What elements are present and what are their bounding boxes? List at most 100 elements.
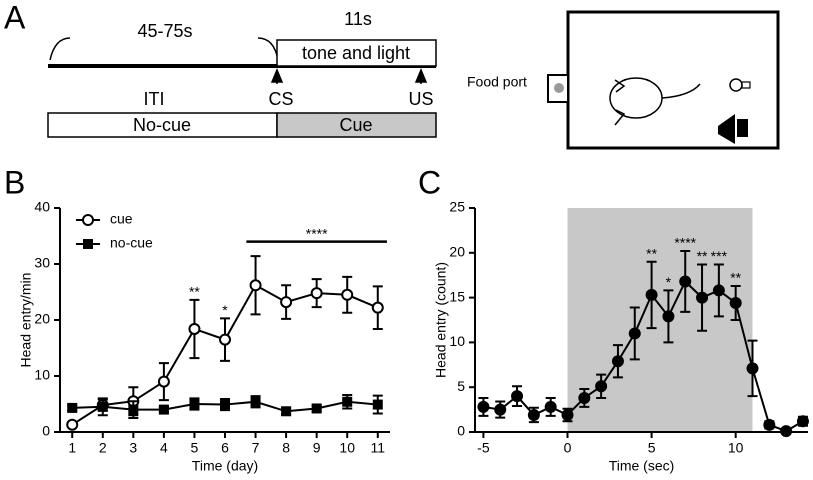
y-tick-label: 10 xyxy=(34,367,50,383)
y-tick-label: 0 xyxy=(42,423,50,439)
marker xyxy=(128,404,139,415)
cue-box xyxy=(276,39,437,67)
cue-period-box xyxy=(276,112,437,138)
marker xyxy=(372,399,383,410)
marker xyxy=(219,333,231,346)
marker xyxy=(780,425,793,438)
marker xyxy=(527,408,540,421)
y-tick-label: 0 xyxy=(457,423,465,439)
iti-label: ITI xyxy=(144,89,165,109)
x-tick-label: 5 xyxy=(191,440,199,456)
port-dot xyxy=(554,83,564,93)
cs-label: CS xyxy=(268,89,293,109)
legend-label: cue xyxy=(110,211,133,227)
marker xyxy=(249,279,262,292)
significance: ** xyxy=(730,270,741,286)
marker xyxy=(188,322,201,335)
marker xyxy=(371,301,384,314)
marker xyxy=(67,402,78,413)
cue-stimulus: tone and light xyxy=(302,43,410,63)
marker xyxy=(158,404,169,415)
significance: ** xyxy=(697,248,708,264)
x-tick-label: 8 xyxy=(282,440,290,456)
x-tick-label: 9 xyxy=(313,440,321,456)
marker xyxy=(494,403,507,416)
marker xyxy=(662,310,675,323)
marker xyxy=(250,396,261,407)
panel-label: C xyxy=(418,164,441,200)
y-tick-label: 20 xyxy=(34,311,50,327)
marker xyxy=(544,400,557,413)
mouse xyxy=(609,77,663,119)
cue-shade xyxy=(567,208,753,432)
y-tick-label: 30 xyxy=(34,255,50,271)
y-tick-label: 5 xyxy=(457,378,465,394)
marker xyxy=(82,214,94,226)
marker xyxy=(311,403,322,414)
iti-duration: 45-75s xyxy=(137,21,192,41)
mouse-details xyxy=(614,79,701,126)
no-cue-label: No-cue xyxy=(133,115,191,135)
marker xyxy=(310,287,323,300)
significance: * xyxy=(222,302,228,318)
marker xyxy=(746,362,759,375)
x-tick-label: 1 xyxy=(68,440,76,456)
panel-label: B xyxy=(4,164,25,200)
marker xyxy=(157,375,170,388)
marker xyxy=(645,288,658,301)
marker xyxy=(679,275,692,288)
y-tick-label: 40 xyxy=(34,199,50,215)
marker xyxy=(729,296,742,309)
x-tick-label: 11 xyxy=(371,440,386,456)
y-tick-label: 20 xyxy=(449,244,465,260)
x-tick-label: 7 xyxy=(252,440,260,456)
y-tick-label: 10 xyxy=(449,333,465,349)
legend-label: no-cue xyxy=(110,235,153,251)
food-port-label: Food port xyxy=(467,74,527,90)
panel-a: A 45-75s 11s tone and light ITI CS US No… xyxy=(4,0,780,150)
marker xyxy=(342,396,353,407)
significance: **** xyxy=(674,235,696,251)
marker xyxy=(696,291,709,304)
light-base xyxy=(741,81,751,89)
light xyxy=(729,78,743,92)
x-tick-label: 10 xyxy=(728,440,744,456)
x-tick-label: 10 xyxy=(339,440,355,456)
cue-duration: 11s xyxy=(344,9,372,29)
arrows xyxy=(270,68,428,84)
marker xyxy=(477,400,490,413)
y-axis-label: Head entry (count) xyxy=(433,262,449,378)
marker xyxy=(280,296,293,309)
marker xyxy=(511,390,524,403)
marker xyxy=(561,408,574,421)
marker xyxy=(712,284,725,297)
cue-label: Cue xyxy=(339,115,372,135)
x-tick-label: 4 xyxy=(160,440,168,456)
x-tick-label: 5 xyxy=(648,440,656,456)
marker xyxy=(595,380,608,393)
y-tick-label: 15 xyxy=(449,288,465,304)
marker xyxy=(341,288,354,301)
x-tick-label: 2 xyxy=(99,440,107,456)
marker xyxy=(578,391,591,404)
no-cue-box xyxy=(47,112,278,138)
marker xyxy=(281,406,292,417)
marker xyxy=(628,327,641,340)
significance: **** xyxy=(306,225,328,241)
significance: ** xyxy=(646,245,657,261)
significance: ** xyxy=(189,284,200,300)
marker xyxy=(220,399,230,410)
x-tick-label: 3 xyxy=(129,440,137,456)
panel-label: A xyxy=(4,0,26,35)
marker xyxy=(611,355,624,368)
speaker xyxy=(718,114,748,144)
significance: *** xyxy=(711,248,728,264)
us-label: US xyxy=(408,89,433,109)
iti-bracket xyxy=(49,37,279,61)
marker xyxy=(66,418,79,431)
x-tick-label: -5 xyxy=(477,440,490,456)
marker xyxy=(796,415,809,428)
marker xyxy=(83,239,93,249)
marker xyxy=(189,399,200,409)
x-tick-label: 0 xyxy=(564,440,572,456)
